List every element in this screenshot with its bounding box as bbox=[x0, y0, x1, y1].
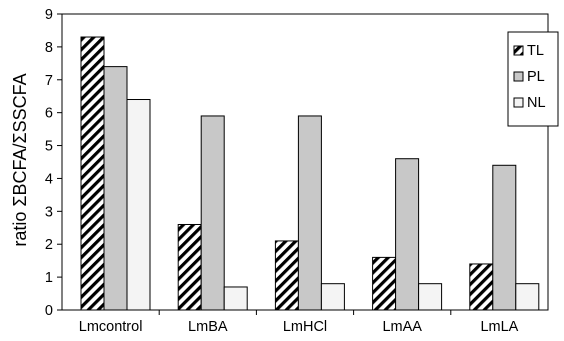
bar-nl-lmba bbox=[223, 286, 248, 311]
bar-pl-lmba bbox=[200, 115, 225, 311]
legend-swatch-tl bbox=[513, 45, 524, 56]
bar-tl-lmhcl bbox=[274, 240, 299, 311]
bar-pl-lmcontrol bbox=[103, 66, 128, 311]
x-tick-label: LmHCl bbox=[283, 319, 327, 335]
bar-pl-lmaa bbox=[395, 158, 420, 311]
bar-nl-lmla bbox=[515, 283, 540, 311]
y-tick-label: 3 bbox=[45, 204, 53, 220]
legend: TL PL NL bbox=[507, 31, 559, 127]
y-tick-label: 6 bbox=[45, 106, 53, 122]
bar-nl-lmcontrol bbox=[126, 99, 151, 311]
bar-nl-lmaa bbox=[418, 283, 443, 311]
y-tick-label: 1 bbox=[45, 270, 53, 286]
legend-label-tl: TL bbox=[527, 43, 544, 59]
legend-swatch-pl bbox=[513, 71, 524, 82]
y-axis-label: ratio ΣBCFA/ΣSSCFA bbox=[10, 73, 30, 246]
bar-tl-lmcontrol bbox=[80, 36, 105, 311]
plot-area: 0 1 2 3 4 5 6 7 8 9 Lmcontrol LmBA LmHCl LmAA LmLA bbox=[45, 7, 549, 335]
bar-nl-lmhcl bbox=[320, 283, 345, 311]
x-tick-label: LmBA bbox=[188, 319, 228, 335]
y-tick-label: 2 bbox=[45, 237, 53, 253]
y-tick-label: 5 bbox=[45, 139, 53, 155]
bar-tl-lmaa bbox=[372, 256, 397, 311]
bar-tl-lmba bbox=[177, 223, 202, 311]
y-tick-label: 4 bbox=[45, 171, 53, 187]
x-tick-label: LmLA bbox=[480, 319, 518, 335]
y-tick-label: 9 bbox=[45, 7, 53, 23]
y-tick-label: 7 bbox=[45, 73, 53, 89]
bar-pl-lmhcl bbox=[297, 115, 322, 311]
bar-tl-lmla bbox=[469, 263, 494, 311]
y-tick-label: 0 bbox=[45, 303, 53, 319]
bar-pl-lmla bbox=[492, 164, 517, 311]
legend-label-pl: PL bbox=[527, 69, 545, 85]
legend-swatch-nl bbox=[513, 97, 524, 108]
legend-label-nl: NL bbox=[527, 95, 546, 111]
y-tick-label: 8 bbox=[45, 40, 53, 56]
x-tick-label: Lmcontrol bbox=[79, 319, 143, 335]
x-tick-label: LmAA bbox=[382, 319, 422, 335]
